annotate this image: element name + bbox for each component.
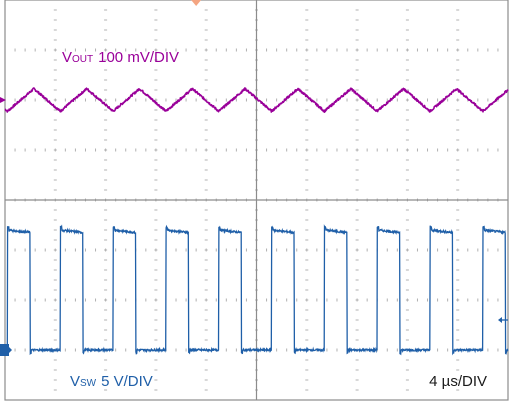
vout-scale-label: VOUT 100 mV/DIV [62,49,179,66]
time-scale-label: 4 µs/DIV [429,373,487,390]
channel-markers [0,0,508,356]
vout-trace [4,87,509,113]
ch1-ground-marker [0,97,6,103]
trigger-level-arrow [498,317,502,323]
ch2-ground-marker [0,344,9,356]
vsw-scale-label: VSW 5 V/DIV [70,373,153,390]
vsw-trace [4,224,509,356]
ch2-ground-marker-tip [9,347,12,353]
waveform-traces [4,87,509,356]
graticule-grid [4,0,509,401]
trigger-position-marker [191,0,202,6]
